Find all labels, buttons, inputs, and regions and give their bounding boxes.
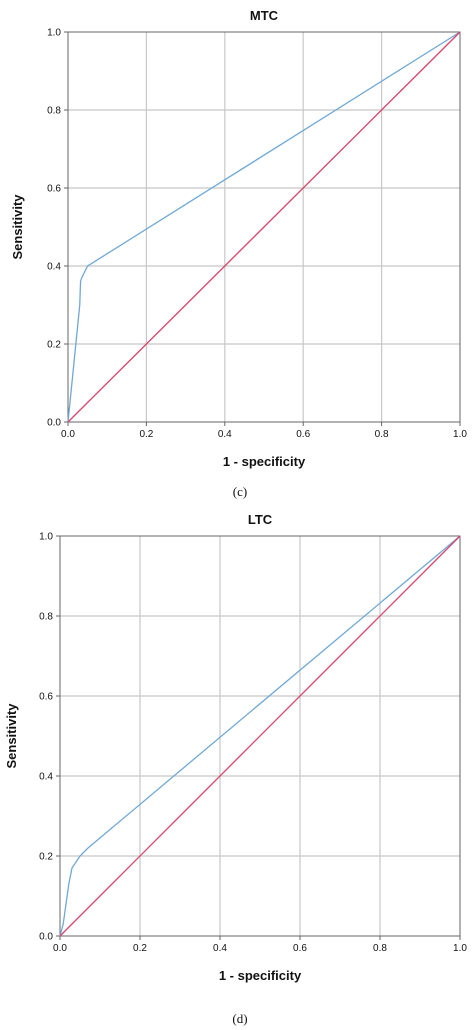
x-tick-label: 0.8 bbox=[375, 429, 389, 440]
y-tick-label: 0.2 bbox=[47, 340, 61, 351]
reference-line bbox=[67, 31, 461, 423]
x-tick-label: 0.2 bbox=[139, 429, 153, 440]
figure-caption: (c) bbox=[233, 484, 247, 499]
plot-frame bbox=[59, 535, 461, 937]
y-tick-label: 0.6 bbox=[47, 184, 61, 195]
y-tick-label: 1.0 bbox=[47, 28, 61, 39]
reference-line bbox=[59, 535, 461, 937]
roc-curve bbox=[59, 535, 461, 937]
roc-curve bbox=[67, 31, 461, 423]
x-axis-label: 1 - specificity bbox=[223, 454, 306, 469]
chart-mtc: 0.0 0.2 0.4 0.6 0.8 1.0 0.0 0.2 0.4 0.6 0.8 1.0 MTC 1… bbox=[10, 8, 467, 499]
x-axis-label: 1 - specificity bbox=[219, 968, 302, 983]
y-tick-label: 0.4 bbox=[47, 262, 61, 273]
x-tick-label: 0.4 bbox=[218, 429, 232, 440]
y-tick-label: 0.6 bbox=[39, 692, 53, 703]
plot-frame bbox=[67, 31, 461, 423]
y-tick-label: 0.0 bbox=[47, 418, 61, 429]
chart-title: LTC bbox=[248, 512, 273, 527]
x-tick-label: 0.0 bbox=[53, 943, 67, 954]
x-tick-label: 0.6 bbox=[296, 429, 310, 440]
y-tick-label: 0.8 bbox=[39, 612, 53, 623]
y-tick-label: 0.2 bbox=[39, 852, 53, 863]
figure-caption: (d) bbox=[232, 1011, 247, 1026]
x-tick-label: 0.2 bbox=[133, 943, 147, 954]
x-tick-label: 0.8 bbox=[373, 943, 387, 954]
y-axis-label: Sensitivity bbox=[4, 703, 19, 769]
x-tick-label: 0.0 bbox=[61, 429, 75, 440]
x-tick-label: 1.0 bbox=[453, 943, 467, 954]
chart-title: MTC bbox=[250, 8, 279, 23]
y-tick-label: 1.0 bbox=[39, 532, 53, 543]
y-tick-label: 0.0 bbox=[39, 932, 53, 943]
x-tick-label: 1.0 bbox=[453, 429, 467, 440]
x-tick-label: 0.6 bbox=[293, 943, 307, 954]
x-tick-label: 0.4 bbox=[213, 943, 227, 954]
y-tick-label: 0.4 bbox=[39, 772, 53, 783]
chart-ltc: 0.0 0.2 0.4 0.6 0.8 1.0 0.0 0.2 0.4 0.6 0.8 1.0 LTC 1… bbox=[4, 512, 467, 1026]
y-axis-label: Sensitivity bbox=[10, 194, 25, 260]
y-tick-label: 0.8 bbox=[47, 106, 61, 117]
